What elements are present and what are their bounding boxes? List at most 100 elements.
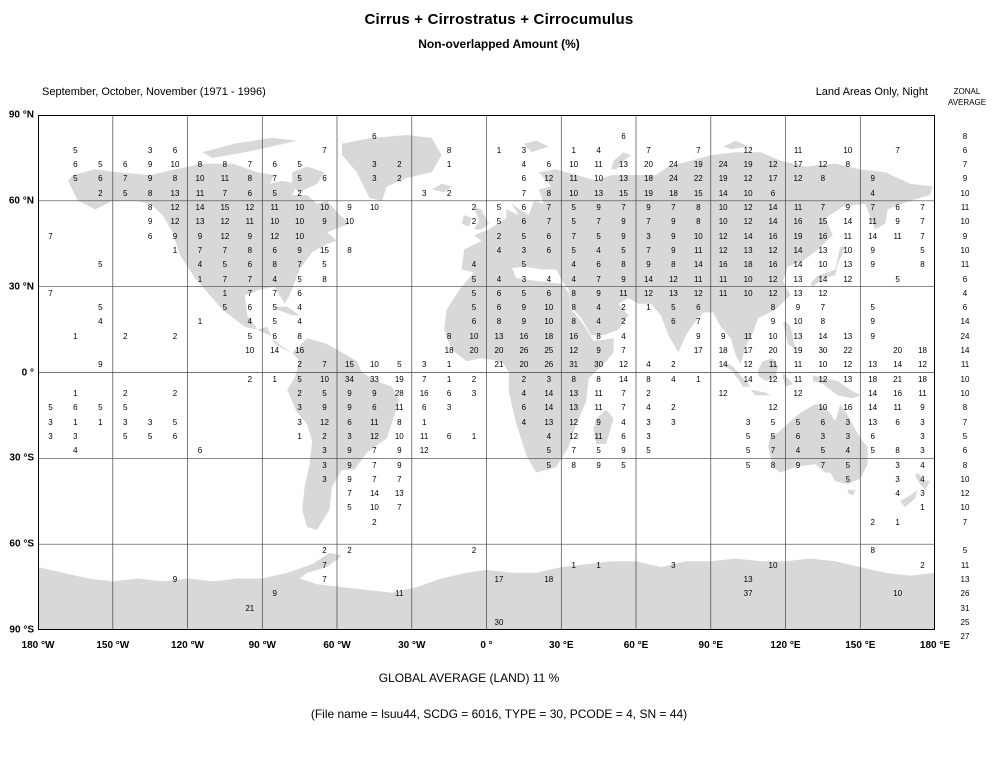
- grid-value: 10: [295, 231, 305, 241]
- grid-value: 12: [768, 403, 778, 413]
- grid-value: 11: [719, 288, 728, 298]
- grid-value: 6: [347, 417, 352, 427]
- grid-value: 8: [621, 260, 626, 270]
- grid-value: 5: [745, 446, 751, 456]
- grid-value: 5: [347, 503, 352, 513]
- landmass-shape: [723, 361, 751, 387]
- landmass-shape: [783, 321, 796, 350]
- grid-value: 5: [122, 403, 128, 413]
- grid-value: 5: [147, 431, 153, 441]
- grid-value: 4: [646, 403, 651, 413]
- grid-value: 4: [521, 160, 527, 170]
- grid-value: 5: [621, 245, 626, 255]
- grid-value: 10: [818, 360, 828, 370]
- grid-value: 4: [297, 303, 302, 313]
- grid-value: 9: [372, 389, 377, 398]
- grid-value: 7: [621, 203, 626, 212]
- grid-value: 5: [471, 288, 477, 298]
- grid-value: 1: [446, 160, 452, 170]
- grid-value: 6: [372, 403, 377, 413]
- grid-value: 8: [147, 188, 153, 198]
- grid-value: 6: [172, 431, 178, 441]
- grid-value: 12: [768, 160, 778, 170]
- grid-value: 7: [48, 231, 53, 241]
- grid-value: 7: [621, 389, 626, 398]
- grid-value: 13: [843, 374, 853, 384]
- grid-value: 5: [770, 417, 776, 427]
- grid-value: 14: [544, 403, 554, 413]
- grid-value: 10: [718, 217, 728, 227]
- grid-value: 13: [569, 389, 579, 398]
- grid-value: 11: [420, 431, 429, 441]
- grid-value: 4: [297, 317, 302, 327]
- grid-value: 6: [272, 245, 277, 255]
- grid-value: 11: [270, 203, 279, 212]
- grid-value: 4: [197, 260, 203, 270]
- grid-value: 14: [619, 374, 628, 384]
- grid-value: 12: [768, 245, 778, 255]
- grid-value: 7: [546, 217, 552, 227]
- zonal-average-value: 9: [962, 231, 968, 241]
- grid-value: 2: [172, 331, 178, 341]
- grid-value: 12: [569, 431, 579, 441]
- landmass-shape: [593, 409, 614, 444]
- grid-value: 7: [322, 560, 327, 570]
- grid-value: 13: [793, 274, 803, 284]
- grid-value: 2: [646, 389, 651, 398]
- grid-value: 8: [571, 288, 576, 298]
- grid-value: 3: [895, 460, 900, 470]
- grid-value: 8: [247, 245, 253, 255]
- grid-value: 18: [743, 260, 753, 270]
- grid-value: 7: [122, 174, 128, 184]
- grid-value: 6: [795, 431, 801, 441]
- grid-value: 9: [720, 331, 726, 341]
- grid-value: 6: [546, 245, 552, 255]
- grid-value: 2: [322, 431, 327, 441]
- grid-value: 3: [895, 474, 900, 484]
- grid-value: 6: [247, 188, 253, 198]
- grid-value: 14: [718, 360, 728, 370]
- grid-value: 5: [521, 288, 527, 298]
- grid-value: 8: [147, 203, 153, 212]
- grid-value: 10: [369, 360, 379, 370]
- grid-value: 3: [920, 417, 925, 427]
- grid-value: 3: [646, 417, 651, 427]
- grid-value: 8: [895, 446, 900, 456]
- grid-value: 8: [671, 260, 676, 270]
- grid-value: 8: [222, 160, 228, 170]
- grid-value: 14: [544, 389, 554, 398]
- grid-value: 3: [297, 403, 302, 413]
- grid-value: 3: [646, 431, 651, 441]
- grid-value: 8: [770, 460, 776, 470]
- grid-value: 10: [768, 560, 778, 570]
- grid-value: 2: [397, 174, 402, 184]
- grid-value: 5: [322, 389, 327, 398]
- grid-value: 15: [320, 245, 329, 255]
- grid-value: 12: [768, 374, 778, 384]
- grid-value: 5: [297, 174, 302, 184]
- grid-values-layer: 6 6 5 3 6 7 8 1 3 1 4 7 7 12 11 10 7 6 5 6 9 10 8 8 7 6 5 3 2 1 4 6 10 11…: [38, 115, 935, 630]
- grid-value: 9: [646, 203, 651, 212]
- grid-value: 6: [446, 431, 452, 441]
- grid-value: 5: [98, 303, 103, 313]
- grid-value: 7: [870, 203, 875, 212]
- grid-value: 2: [471, 217, 477, 227]
- grid-value: 11: [694, 245, 703, 255]
- grid-value: 9: [770, 317, 776, 327]
- longitude-label: 120 °W: [171, 640, 204, 651]
- grid-value: 12: [569, 346, 579, 355]
- grid-value: 6: [247, 303, 253, 313]
- zonal-average-value: 6: [962, 446, 968, 456]
- grid-value: 9: [671, 245, 676, 255]
- grid-value: 10: [569, 188, 579, 198]
- grid-value: 9: [347, 203, 352, 212]
- grid-value: 9: [521, 317, 527, 327]
- grid-value: 18: [544, 574, 554, 584]
- grid-value: 10: [195, 174, 205, 184]
- grid-value: 10: [693, 231, 703, 241]
- grid-value: 3: [372, 174, 377, 184]
- zonal-average-value: 31: [960, 603, 970, 613]
- zonal-average-value: 10: [960, 503, 970, 513]
- zonal-average-value: 7: [962, 160, 968, 170]
- grid-value: 8: [870, 546, 875, 556]
